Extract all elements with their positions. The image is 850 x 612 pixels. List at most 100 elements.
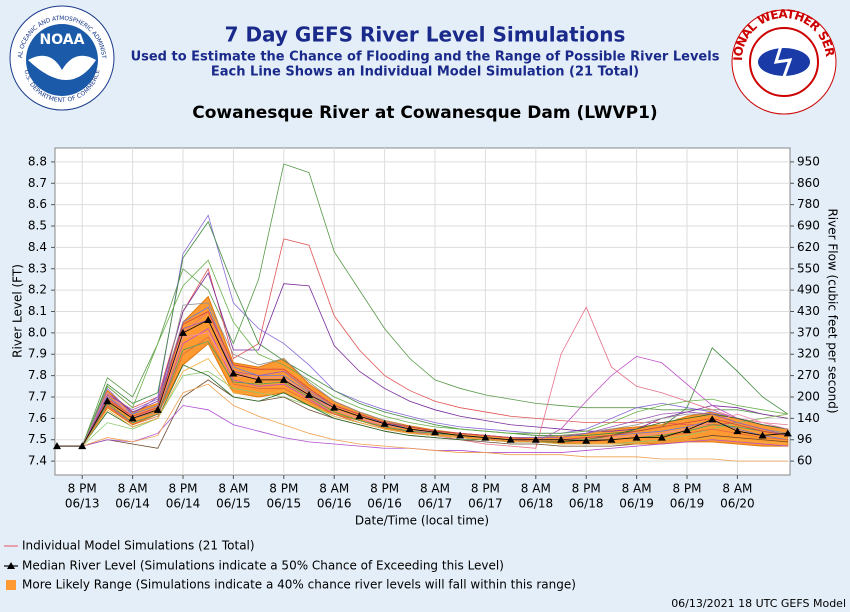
x-tick-label: 8 AM xyxy=(218,482,248,496)
median-marker xyxy=(683,426,691,434)
y2-tick-label: 60 xyxy=(797,454,812,468)
median-marker xyxy=(279,375,288,383)
y-tick-label: 8.1 xyxy=(28,304,47,318)
y2-tick-label: 140 xyxy=(797,411,820,425)
simulation-line xyxy=(57,214,788,447)
y-tick-label: 8.5 xyxy=(28,219,47,233)
x-tick-label: 8 PM xyxy=(68,482,97,496)
median-marker xyxy=(632,433,641,441)
median-marker xyxy=(179,328,187,336)
legend-swatch xyxy=(6,580,16,590)
x-tick-label: 8 PM xyxy=(672,482,701,496)
median-marker xyxy=(204,316,213,324)
x-tick-label: 06/19 xyxy=(619,497,654,511)
y-tick-label: 7.8 xyxy=(28,368,47,382)
x-tick-label: 06/13 xyxy=(65,497,100,511)
simulation-line xyxy=(57,358,788,447)
x-tick-label: 06/15 xyxy=(216,497,251,511)
y2-tick-label: 430 xyxy=(797,304,820,318)
median-marker xyxy=(254,375,263,383)
x-tick-label: 8 PM xyxy=(572,482,601,496)
plot xyxy=(53,148,792,475)
x-tick-label: 8 PM xyxy=(370,482,399,496)
x-tick-label: 06/19 xyxy=(670,497,705,511)
y-tick-label: 8.8 xyxy=(28,154,47,168)
median-marker xyxy=(103,397,112,405)
simulation-line xyxy=(57,310,788,447)
y-tick-label: 7.7 xyxy=(28,389,47,403)
noaa-text: NOAA xyxy=(40,32,85,48)
y2-tick-label: 370 xyxy=(797,325,820,339)
chart-title: 7 Day GEFS River Level Simulations xyxy=(225,23,626,47)
median-marker xyxy=(153,405,162,413)
y2-tick-label: 690 xyxy=(797,219,820,233)
y-tick-label: 7.9 xyxy=(28,347,47,361)
median-marker xyxy=(330,403,339,411)
chart-subtitle: Used to Estimate the Chance of Flooding … xyxy=(131,50,720,65)
simulation-line xyxy=(57,259,788,447)
median-marker xyxy=(78,442,87,450)
x-tick-label: 06/18 xyxy=(569,497,604,511)
median-marker xyxy=(657,433,666,441)
median-line xyxy=(57,319,788,447)
median-marker xyxy=(456,431,465,439)
x-tick-label: 06/17 xyxy=(468,497,503,511)
y2-axis-label: River Flow (cubic feet per second) xyxy=(826,208,840,413)
y-tick-label: 8.2 xyxy=(28,283,47,297)
y2-tick-label: 270 xyxy=(797,368,820,382)
median-marker xyxy=(758,431,767,439)
median-marker xyxy=(380,419,389,427)
x-tick-label: 8 PM xyxy=(168,482,197,496)
y2-tick-label: 490 xyxy=(797,283,820,297)
median-marker xyxy=(128,414,137,422)
x-tick-label: 8 PM xyxy=(269,482,298,496)
y-tick-label: 7.4 xyxy=(28,454,47,468)
simulation-line xyxy=(57,220,789,447)
y2-tick-label: 620 xyxy=(797,240,820,254)
y-tick-label: 8.6 xyxy=(28,197,47,211)
x-tick-label: 8 PM xyxy=(471,482,500,496)
y2-tick-label: 780 xyxy=(797,197,820,211)
median-marker xyxy=(481,433,490,441)
noaa-logo: NOAA NATIONAL OCEANIC AND ATMOSPHERIC AD… xyxy=(0,0,115,111)
y-axis-label: River Level (FT) xyxy=(11,264,25,358)
median-marker xyxy=(405,425,414,433)
legend-label: Median River Level (Simulations indicate… xyxy=(22,559,504,573)
x-tick-label: 06/18 xyxy=(519,497,554,511)
x-tick-label: 06/16 xyxy=(317,497,352,511)
median-marker xyxy=(708,415,717,423)
simulation-line xyxy=(57,340,788,447)
chart-subtitle: Each Line Shows an Individual Model Simu… xyxy=(211,65,639,80)
y-tick-label: 8.3 xyxy=(28,261,47,275)
median-marker xyxy=(431,428,439,436)
x-tick-label: 06/15 xyxy=(267,497,302,511)
x-tick-label: 8 AM xyxy=(521,482,551,496)
x-axis-label: Date/Time (local time) xyxy=(355,514,489,528)
y-tick-label: 8.0 xyxy=(28,325,47,339)
x-tick-label: 8 AM xyxy=(118,482,148,496)
median-marker xyxy=(582,436,591,444)
x-tick-label: 06/14 xyxy=(115,497,150,511)
median-marker xyxy=(355,412,364,420)
footer: 06/13/2021 18 UTC GEFS Model xyxy=(671,597,846,610)
y2-tick-label: 200 xyxy=(797,389,820,403)
simulation-line xyxy=(57,383,788,462)
station-title: Cowanesque River at Cowanesque Dam (LWVP… xyxy=(192,103,657,123)
y2-tick-label: 950 xyxy=(797,154,820,168)
median-marker xyxy=(783,429,792,437)
x-tick-label: 06/20 xyxy=(720,497,755,511)
y-tick-label: 8.7 xyxy=(28,176,47,190)
y-tick-label: 7.6 xyxy=(28,411,47,425)
x-tick-label: 8 AM xyxy=(420,482,450,496)
x-tick-label: 06/14 xyxy=(166,497,201,511)
median-marker xyxy=(557,435,565,443)
median-marker xyxy=(607,435,616,443)
y2-tick-label: 96 xyxy=(797,432,812,446)
x-tick-label: 8 AM xyxy=(319,482,349,496)
x-tick-label: 8 AM xyxy=(622,482,652,496)
median-marker xyxy=(305,390,313,398)
median-marker xyxy=(506,435,515,443)
simulation-line xyxy=(57,364,788,447)
y2-tick-label: 860 xyxy=(797,176,820,190)
